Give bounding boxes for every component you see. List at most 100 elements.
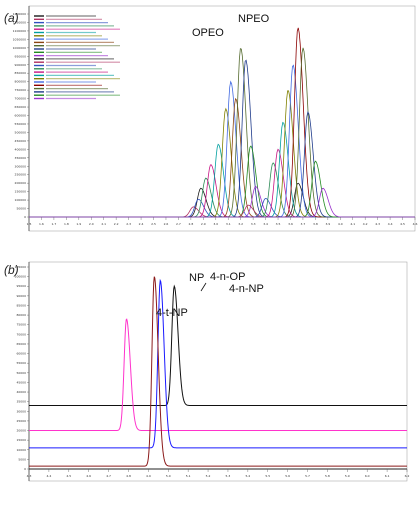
- panel-b-y-tick-label: 70000: [16, 332, 26, 336]
- panel-a-x-tick-label: 3.1: [226, 222, 231, 226]
- panel-b-x-tick-label: 4.7: [106, 474, 111, 478]
- panel-b-y-tick-label: 15000: [16, 438, 26, 442]
- panel-b-y-tick-label: 50000: [16, 371, 26, 375]
- panel-b-y-tick-label: 60000: [16, 352, 26, 356]
- panel-a-x-tick-label: 2.1: [101, 222, 106, 226]
- panel-b-x-tick-label: 5.0: [166, 474, 171, 478]
- panel-b-y-tick-label: 30000: [16, 409, 26, 413]
- annotation-4-t-np: 4-t-NP: [156, 307, 188, 319]
- panel-b-y-tick-label: 55000: [16, 361, 26, 365]
- panel-a-x-tick-label: 3.5: [276, 222, 281, 226]
- panel-b-x-tick-label: 5.6: [285, 474, 290, 478]
- panel-a-x-tick-label: 2.3: [126, 222, 131, 226]
- panel-b-y-ticks: 0 5000 10000 15000 20000 25000 30000 35000 40000…: [15, 265, 29, 471]
- panel-a-series-line-opeo-6: [29, 107, 415, 218]
- panel-a-series-line-opeo-10: [29, 59, 415, 218]
- panel-b-y-tick-label: 20000: [16, 429, 26, 433]
- panel-b-x-ticks: 4.3 4.4 4.5 4.6 4.7 4.8 4.9 5.0 5.1 5.2 5.3 5.4 5.5 5…: [27, 469, 410, 478]
- panel-b-x-tick-label: 4.3: [27, 474, 32, 478]
- panel-a-y-tick-label: 1000000: [13, 46, 26, 50]
- panel-b-y-tick-label: 75000: [16, 323, 26, 327]
- panel-a-x-tick-label: 1.8: [64, 222, 69, 226]
- panel-b-x-tick-label: 4.9: [146, 474, 151, 478]
- panel-a-series-line-opeo-2: [29, 198, 415, 218]
- panel-b-x-tick-label: 5.9: [345, 474, 350, 478]
- panel-a-y-tick-label: 950000: [15, 54, 27, 58]
- panel-b-x-tick-label: 5.8: [325, 474, 330, 478]
- panel-b-y-tick-label: 85000: [16, 303, 26, 307]
- panel-a-y-tick-label: 900000: [15, 63, 27, 67]
- panel-a-y-tick-label: 500000: [15, 130, 27, 134]
- panel-b-y-tick-label: 35000: [16, 400, 26, 404]
- panel-a-x-tick-label: 2.8: [188, 222, 193, 226]
- panel-a-y-tick-label: 850000: [15, 71, 27, 75]
- panel-b-y-tick-label: 45000: [16, 380, 26, 384]
- panel-a-y-tick-label: 550000: [15, 122, 27, 126]
- panel-b-y-tick-label: 10000: [16, 448, 26, 452]
- panel-a-x-tick-label: 4.1: [350, 222, 355, 226]
- panel-a-y-tick-label: 100000: [15, 198, 27, 202]
- panel-b-x-tick-label: 5.1: [186, 474, 191, 478]
- panel-a-series-line-npeo-18: [29, 121, 415, 218]
- annotation-4-n-np: 4-n-NP: [229, 283, 264, 295]
- panel-a-x-tick-label: 4.2: [363, 222, 368, 226]
- panel-b-series-line-4-n-op: [29, 278, 407, 449]
- panel-b-y-tick-label: 0: [24, 467, 26, 471]
- panel-b-y-tick-label: 25000: [16, 419, 26, 423]
- panel-a-y-tick-label: 1050000: [13, 37, 26, 41]
- annotation-4-n-op: 4-n-OP: [210, 271, 245, 283]
- panel-b-x-tick-label: 4.8: [126, 474, 131, 478]
- panel-a-x-tick-label: 3.9: [325, 222, 330, 226]
- panel-b-y-tick-label: 65000: [16, 342, 26, 346]
- panel-a-y-tick-label: 600000: [15, 114, 27, 118]
- panel-a-x-tick-label: 4.0: [338, 222, 343, 226]
- panel-b-y-tick-label: 95000: [16, 284, 26, 288]
- annotation-4-n-op-pointer: [200, 282, 207, 292]
- panel-a-y-tick-label: 250000: [15, 173, 27, 177]
- panel-b-x-tick-label: 5.5: [265, 474, 270, 478]
- panel-b-x-tick-label: 4.6: [86, 474, 91, 478]
- panel-a-y-tick-label: 700000: [15, 97, 27, 101]
- panel-b-x-tick-label: 6.1: [385, 474, 390, 478]
- panel-a-x-tick-label: 2.4: [139, 222, 144, 226]
- panel-a-x-ticks: 1.5 1.6 1.7 1.8 1.9 2.0 2.1 2.2 2.3 2.4 2.5 2.6 2.7 2…: [27, 217, 417, 226]
- panel-a-plot-area: [28, 5, 416, 232]
- panel-b-y-tick-label: 90000: [16, 294, 26, 298]
- panel-b-series: [29, 276, 407, 467]
- panel-b-x-tick-label: 5.7: [305, 474, 310, 478]
- panel-b-y-tick-label: 5000: [18, 457, 26, 461]
- panel-a-label: (a): [4, 11, 19, 25]
- panel-a-series-line-opeo-9: [29, 48, 415, 218]
- panel-a-y-tick-label: 750000: [15, 88, 27, 92]
- panel-a-x-tick-label: 4.5: [400, 222, 405, 226]
- panel-a-y-tick-label: 0: [24, 215, 26, 219]
- panel-a-series-line-npeo-25: [29, 187, 415, 218]
- panel-b: (b) 0 5000 10000 15000 20000 25000 30000 35000 4…: [4, 261, 410, 482]
- annotation-np: NP: [189, 272, 204, 284]
- panel-a-x-tick-label: 2.0: [89, 222, 94, 226]
- panel-b-y-tick-label: 105000: [15, 265, 27, 269]
- panel-a-y-tick-label: 400000: [15, 147, 27, 151]
- panel-b-x-tick-label: 5.2: [206, 474, 211, 478]
- panel-a-y-tick-label: 650000: [15, 105, 27, 109]
- panel-a-series-line-opeo-0: [29, 187, 415, 218]
- panel-a-y-tick-label: 50000: [16, 207, 26, 211]
- panel-b-y-tick-label: 40000: [16, 390, 26, 394]
- panel-b-y-tick-label: 80000: [16, 313, 26, 317]
- panel-a-x-tick-label: 3.6: [288, 222, 293, 226]
- panel-b-label: (b): [4, 263, 19, 277]
- panel-a-x-tick-label: 2.6: [164, 222, 169, 226]
- panel-b-x-tick-label: 4.4: [47, 474, 52, 478]
- panel-b-x-tick-label: 5.3: [226, 474, 231, 478]
- panel-a-x-tick-label: 4.3: [375, 222, 380, 226]
- panel-a-y-tick-label: 1100000: [13, 29, 26, 33]
- panel-a-y-tick-label: 150000: [15, 190, 27, 194]
- panel-b-x-tick-label: 6.2: [405, 474, 410, 478]
- panel-a-legend: [34, 15, 120, 100]
- panel-b-x-tick-label: 6.0: [365, 474, 370, 478]
- panel-a-y-tick-label: 800000: [15, 80, 27, 84]
- panel-a-y-tick-label: 200000: [15, 181, 27, 185]
- panel-a-y-tick-label: 350000: [15, 156, 27, 160]
- panel-b-series-line-4-t-np: [29, 318, 407, 432]
